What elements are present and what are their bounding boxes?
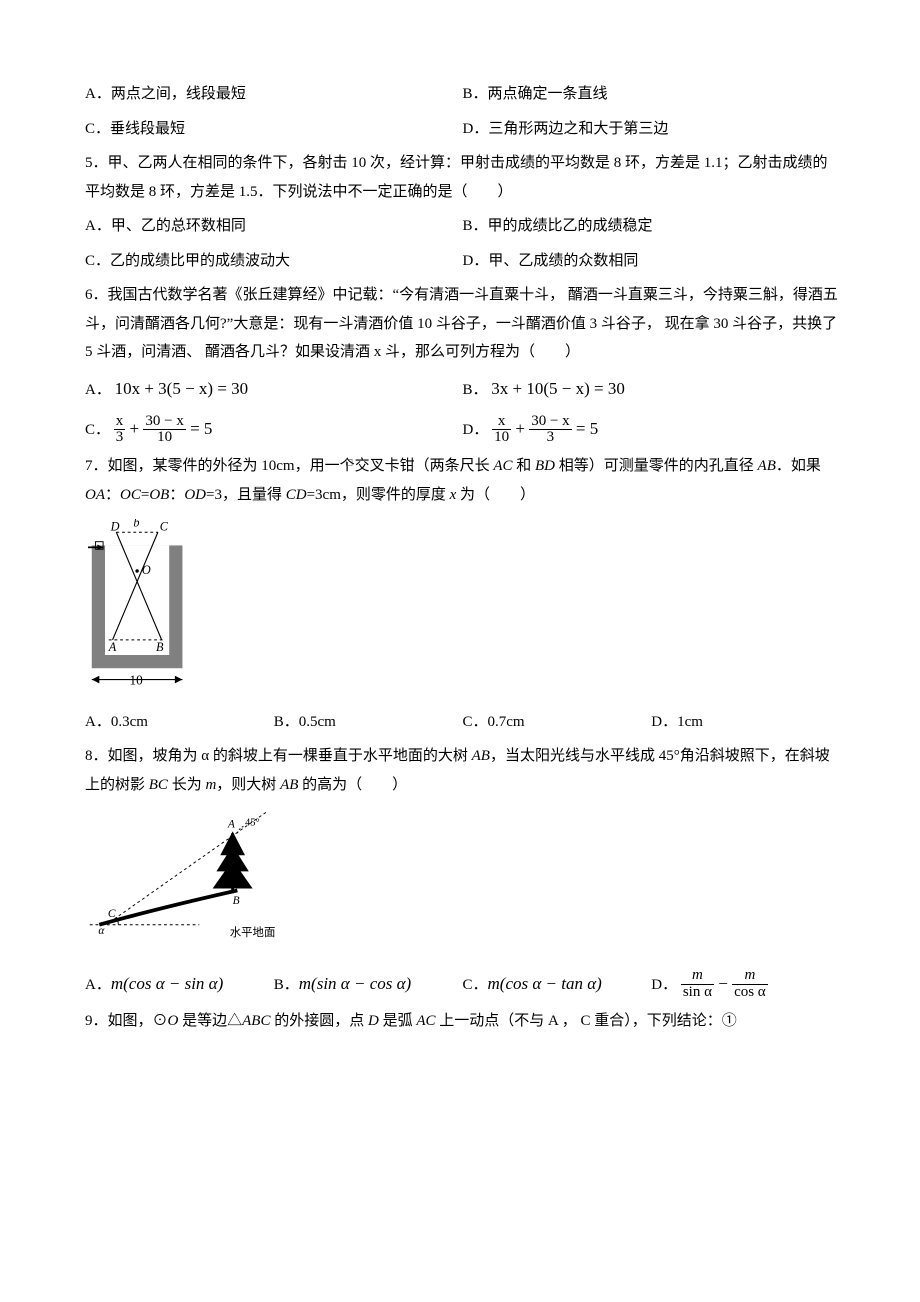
q8-option-c: C．m(cos α − tan α) xyxy=(463,968,652,1000)
q6-c-label: C． xyxy=(85,422,110,438)
svg-text:45°: 45° xyxy=(245,818,260,829)
q5-stem: 5．甲、乙两人在相同的条件下，各射击 10 次，经计算：甲射击成绩的平均数是 8… xyxy=(85,149,840,206)
q7-stem: 7．如图，某零件的外径为 10cm，用一个交叉卡钳（两条尺长 AC 和 BD 相… xyxy=(85,452,840,509)
q9-stem: 9．如图，⊙O 是等边△ABC 的外接圆，点 D 是弧 AC 上一动点（不与 A… xyxy=(85,1007,840,1036)
page-mark-icon: ◻ xyxy=(345,453,353,472)
q5-option-d: D．甲、乙成绩的众数相同 xyxy=(463,247,841,276)
q6-c-math: x3 + 30 − x10 = 5 xyxy=(114,419,213,438)
q5-option-b: B．甲的成绩比乙的成绩稳定 xyxy=(463,212,841,241)
svg-text:b: b xyxy=(133,519,139,530)
svg-text:B: B xyxy=(233,895,240,907)
q8-option-a: A．m(cos α − sin α) xyxy=(85,968,274,1000)
q4-option-c: C．垂线段最短 xyxy=(85,115,463,144)
q6-option-c: C． x3 + 30 − x10 = 5 xyxy=(85,413,463,446)
q6-option-b: B． 3x + 10(5 − x) = 30 xyxy=(463,373,841,405)
q6-a-math: 10x + 3(5 − x) = 30 xyxy=(115,379,249,398)
svg-text:C: C xyxy=(108,908,116,920)
svg-text:A: A xyxy=(227,819,235,831)
q8-option-d: D． msin α − mcos α xyxy=(651,968,840,1001)
svg-text:C: C xyxy=(160,519,169,533)
q6-d-label: D． xyxy=(463,422,489,438)
q4-options-row-1: A．两点之间，线段最短 B．两点确定一条直线 xyxy=(85,80,840,109)
q7-option-d: D．1cm xyxy=(651,708,840,737)
q6-option-a: A． 10x + 3(5 − x) = 30 xyxy=(85,373,463,405)
svg-text:水平地面: 水平地面 xyxy=(230,926,276,939)
q6-b-label: B． xyxy=(463,382,488,398)
q8-options: A．m(cos α − sin α) B．m(sin α − cos α) C．… xyxy=(85,968,840,1001)
q4-option-a: A．两点之间，线段最短 xyxy=(85,80,463,109)
q6-b-math: 3x + 10(5 − x) = 30 xyxy=(491,379,625,398)
svg-text:10: 10 xyxy=(130,672,144,687)
q6-d-math: x10 + 30 − x3 = 5 xyxy=(492,419,598,438)
svg-text:α: α xyxy=(98,925,105,937)
q4-option-b: B．两点确定一条直线 xyxy=(463,80,841,109)
q5-option-a: A．甲、乙的总环数相同 xyxy=(85,212,463,241)
svg-text:A: A xyxy=(108,640,117,654)
q8-d-math: msin α − mcos α xyxy=(681,974,768,993)
q5-options-row-1: A．甲、乙的总环数相同 B．甲的成绩比乙的成绩稳定 xyxy=(85,212,840,241)
q8-figure: A 45° B C α 水平地面 xyxy=(85,809,840,960)
q6-options-row-1: A． 10x + 3(5 − x) = 30 B． 3x + 10(5 − x)… xyxy=(85,373,840,405)
q8-svg: A 45° B C α 水平地面 xyxy=(85,809,285,949)
q7-option-b: B．0.5cm xyxy=(274,708,463,737)
svg-text:B: B xyxy=(156,640,164,654)
q6-stem: 6．我国古代数学名著《张丘建算经》中记载：“今有清酒一斗直粟十斗， 醑酒一斗直粟… xyxy=(85,281,840,367)
q8-stem: 8．如图，坡角为 α 的斜坡上有一棵垂直于水平地面的大树 AB，当太阳光线与水平… xyxy=(85,742,840,799)
q4-options-row-2: C．垂线段最短 D．三角形两边之和大于第三边 xyxy=(85,115,840,144)
q6-option-d: D． x10 + 30 − x3 = 5 xyxy=(463,413,841,446)
q7-svg: D C b O A B 10 xyxy=(85,519,193,689)
q5-options-row-2: C．乙的成绩比甲的成绩波动大 D．甲、乙成绩的众数相同 xyxy=(85,247,840,276)
q8-option-b: B．m(sin α − cos α) xyxy=(274,968,463,1000)
q7-option-c: C．0.7cm xyxy=(463,708,652,737)
q7-options: A．0.3cm B．0.5cm C．0.7cm D．1cm xyxy=(85,708,840,737)
q7-figure: D C b O A B 10 xyxy=(85,519,840,700)
q6-a-label: A． xyxy=(85,382,111,398)
q7-option-a: A．0.3cm xyxy=(85,708,274,737)
q5-option-c: C．乙的成绩比甲的成绩波动大 xyxy=(85,247,463,276)
svg-text:O: O xyxy=(142,563,151,577)
q4-option-d: D．三角形两边之和大于第三边 xyxy=(463,115,841,144)
svg-text:D: D xyxy=(110,519,120,533)
q6-options-row-2: C． x3 + 30 − x10 = 5 D． x10 + 30 − x3 = … xyxy=(85,413,840,446)
